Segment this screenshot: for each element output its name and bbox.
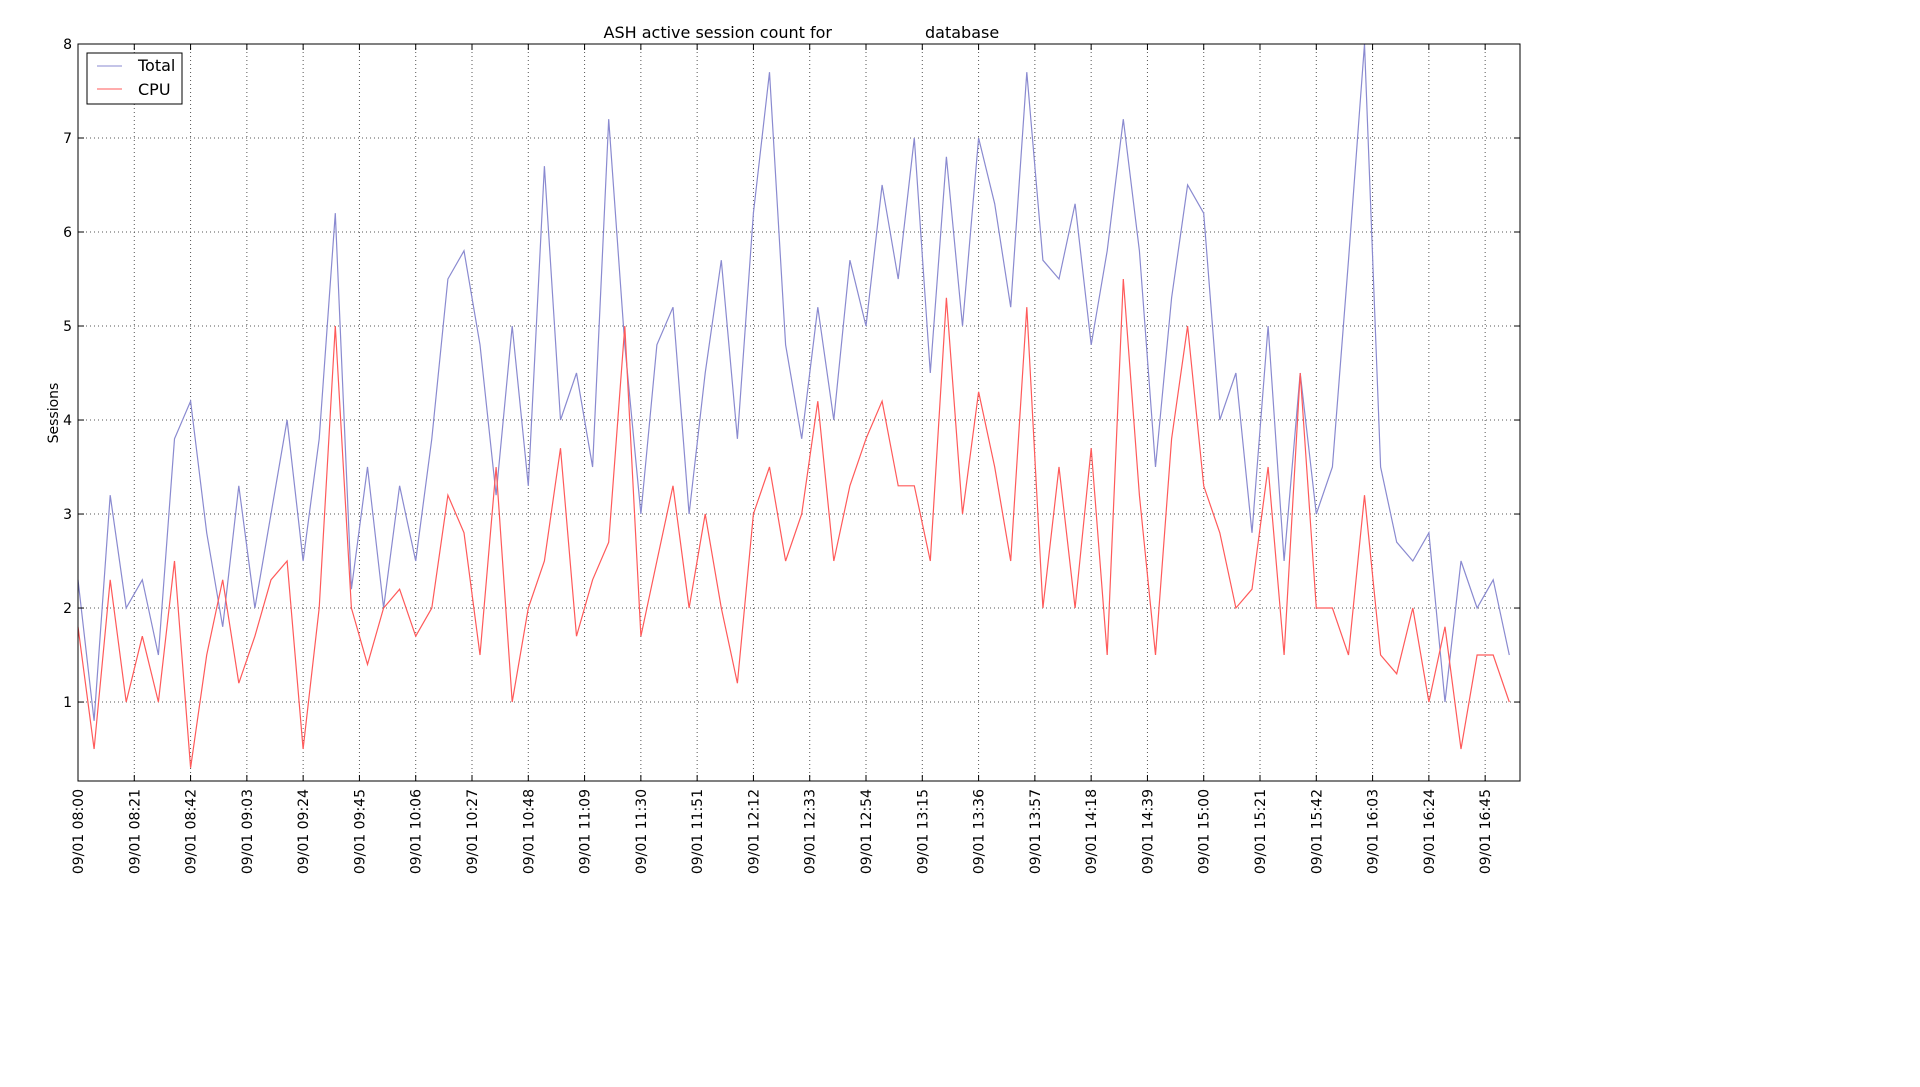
y-tick-label: 3 xyxy=(63,507,72,523)
x-tick-label: 09/01 08:21 xyxy=(127,789,143,874)
chart-title-prefix: ASH active session count for xyxy=(604,23,833,42)
x-tick-label: 09/01 15:21 xyxy=(1253,789,1269,874)
x-tick-label: 09/01 16:45 xyxy=(1478,789,1494,874)
x-axis: 09/01 08:00 09/01 08:21 09/01 08:42 09/01 0… xyxy=(71,44,1494,874)
x-tick-label: 09/01 13:15 xyxy=(915,789,931,874)
y-tick-label: 4 xyxy=(63,413,72,429)
x-tick-label: 09/01 15:42 xyxy=(1309,789,1325,874)
grid xyxy=(77,44,1520,781)
chart-title-suffix: database xyxy=(925,23,999,42)
x-tick-label: 09/01 16:24 xyxy=(1422,789,1438,874)
series-line-cpu xyxy=(77,278,1510,768)
x-tick-label: 09/01 12:12 xyxy=(746,789,762,874)
series-lines xyxy=(77,43,1510,768)
x-tick-label: 09/01 12:33 xyxy=(803,789,819,874)
x-tick-label: 09/01 11:09 xyxy=(578,789,594,874)
y-tick-label: 1 xyxy=(63,695,72,711)
y-tick-label: 8 xyxy=(63,37,72,53)
x-tick-label: 09/01 09:03 xyxy=(240,789,256,874)
x-tick-label: 09/01 10:27 xyxy=(465,789,481,874)
x-tick-label: 09/01 16:03 xyxy=(1366,789,1382,874)
x-tick-label: 09/01 11:51 xyxy=(690,789,706,874)
series-line-total xyxy=(77,43,1510,721)
x-tick-label: 09/01 10:06 xyxy=(409,789,425,874)
x-tick-label: 09/01 08:00 xyxy=(71,789,87,874)
x-tick-label: 09/01 15:00 xyxy=(1197,789,1213,874)
x-tick-label: 09/01 10:48 xyxy=(521,789,537,874)
y-axis-label: Sessions xyxy=(46,383,62,444)
x-tick-label: 09/01 14:39 xyxy=(1140,789,1156,874)
y-axis: 1 2 3 4 5 6 7 8 xyxy=(63,37,1520,711)
x-tick-label: 09/01 09:24 xyxy=(296,789,312,874)
x-tick-label: 09/01 13:36 xyxy=(972,789,988,874)
legend-label-cpu: CPU xyxy=(138,80,171,99)
x-tick-label: 09/01 09:45 xyxy=(352,789,368,874)
y-tick-label: 6 xyxy=(63,225,72,241)
legend: Total CPU xyxy=(86,52,183,105)
x-tick-label: 09/01 14:18 xyxy=(1084,789,1100,874)
plot-frame xyxy=(77,43,1521,782)
y-tick-label: 5 xyxy=(63,319,72,335)
x-tick-label: 09/01 12:54 xyxy=(859,789,875,874)
x-tick-label: 09/01 13:57 xyxy=(1028,789,1044,874)
legend-label-total: Total xyxy=(137,56,175,75)
legend-box xyxy=(86,52,183,105)
x-tick-label: 09/01 08:42 xyxy=(184,789,200,874)
y-tick-label: 7 xyxy=(63,131,72,147)
y-tick-label: 2 xyxy=(63,601,72,617)
x-tick-label: 09/01 11:30 xyxy=(634,789,650,874)
